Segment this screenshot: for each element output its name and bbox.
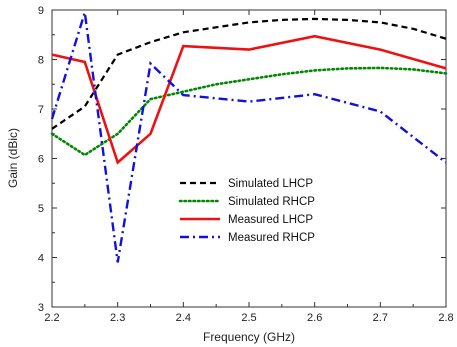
legend-label: Simulated RHCP — [228, 196, 315, 208]
y-tick-label: 8 — [38, 55, 44, 67]
series-layer — [50, 12, 448, 263]
x-tick-label: 2.4 — [176, 312, 191, 324]
legend-label: Measured RHCP — [228, 232, 315, 244]
x-tick-label: 2.6 — [307, 312, 322, 324]
legend: Simulated LHCP Simulated RHCP Measured LHC… — [178, 178, 315, 244]
legend-label: Simulated LHCP — [228, 178, 313, 190]
y-tick-label: 4 — [38, 253, 44, 265]
y-axis-label: Gain (dBic) — [6, 128, 20, 188]
y-tick-label: 6 — [38, 154, 44, 166]
plot-area-frame — [51, 9, 447, 308]
y-tick-label: 3 — [38, 302, 44, 314]
y-tick-label: 9 — [38, 5, 44, 17]
y-tick-label: 7 — [38, 104, 44, 116]
series-line-simulated-lhcp — [51, 17, 447, 130]
legend-label: Measured LHCP — [228, 214, 313, 226]
series-line-measured-rhcp — [50, 12, 447, 263]
series-line-simulated-rhcp — [50, 66, 448, 157]
axis-ticks: 2.2 2.3 2.4 2.5 2.6 2.7 2.8 3 4 5 6 7 8 9 — [38, 5, 454, 324]
x-tick-label: 2.3 — [110, 312, 125, 324]
x-tick-label: 2.2 — [44, 312, 59, 324]
y-tick-label: 5 — [38, 203, 44, 215]
x-axis-label: Frequency (GHz) — [203, 330, 295, 344]
x-tick-label: 2.7 — [373, 312, 388, 324]
series-line-measured-lhcp — [51, 34, 447, 165]
x-tick-label: 2.5 — [241, 312, 256, 324]
x-tick-label: 2.8 — [438, 312, 453, 324]
